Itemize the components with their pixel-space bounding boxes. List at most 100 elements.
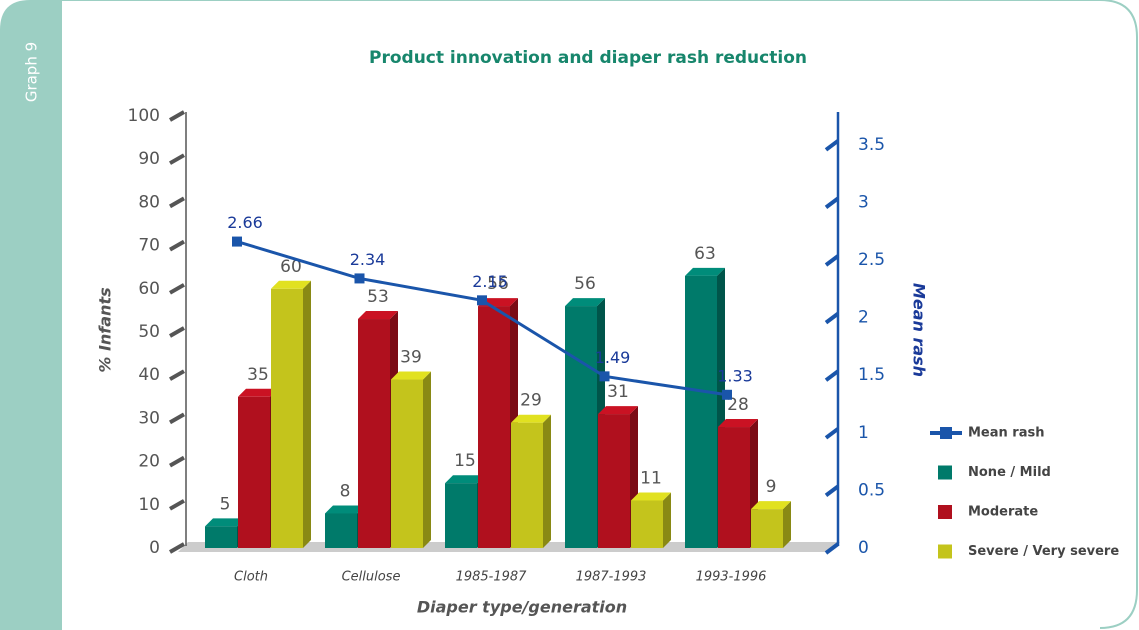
bar-side bbox=[303, 280, 311, 548]
bar-front bbox=[238, 396, 270, 548]
y2-tick-label: 2 bbox=[858, 308, 869, 328]
y-tick-label: 100 bbox=[128, 106, 160, 126]
bar-value-label: 60 bbox=[280, 257, 302, 277]
bar-value-label: 53 bbox=[367, 287, 389, 307]
y-tick-label: 10 bbox=[138, 495, 160, 515]
bar-top bbox=[685, 267, 725, 276]
bar-top bbox=[271, 280, 311, 289]
x-axis-title: Diaper type/generation bbox=[417, 598, 627, 617]
line-value-label: 2.34 bbox=[350, 250, 386, 269]
bar-top bbox=[631, 492, 671, 501]
y-tick-label: 50 bbox=[138, 322, 160, 342]
bar-value-label: 5 bbox=[220, 494, 231, 514]
line-marker bbox=[722, 389, 732, 400]
bar-top bbox=[358, 311, 398, 320]
bar-top bbox=[598, 406, 638, 415]
bar-front bbox=[325, 513, 357, 548]
y-tick bbox=[169, 499, 185, 511]
bar-front bbox=[685, 275, 717, 548]
bar-front bbox=[718, 427, 750, 548]
y-tick-label: 70 bbox=[138, 236, 160, 256]
bar-value-label: 8 bbox=[340, 481, 351, 501]
bar-value-label: 15 bbox=[454, 451, 476, 471]
y2-tick bbox=[824, 369, 840, 382]
y2-tick-label: 3.5 bbox=[858, 135, 885, 155]
y2-tick-label: 3 bbox=[858, 192, 869, 212]
y-tick-label: 80 bbox=[138, 192, 160, 212]
y2-tick-label: 1 bbox=[858, 423, 869, 443]
line-marker bbox=[232, 236, 242, 247]
legend-label: Moderate bbox=[968, 505, 1038, 520]
bar-value-label: 39 bbox=[400, 348, 422, 368]
bar bbox=[718, 419, 758, 548]
y2-tick bbox=[824, 254, 840, 267]
line-marker bbox=[477, 295, 487, 306]
y-tick bbox=[169, 455, 185, 468]
y2-tick-label: 2.5 bbox=[858, 250, 885, 270]
y-tick bbox=[169, 326, 185, 338]
legend-marker bbox=[940, 427, 952, 439]
y-tick-label: 0 bbox=[149, 538, 160, 558]
bar bbox=[391, 371, 431, 548]
bar-value-label: 9 bbox=[766, 477, 777, 497]
sidebar-label: Graph 9 bbox=[23, 42, 41, 102]
y-tick-label: 40 bbox=[138, 365, 160, 385]
y2-tick bbox=[824, 312, 840, 325]
bar-top bbox=[718, 419, 758, 428]
y-axis-title: % Infants bbox=[96, 287, 115, 372]
y-tick bbox=[169, 196, 185, 209]
bar-top bbox=[325, 505, 365, 514]
bar-top bbox=[565, 298, 605, 307]
y-tick-label: 90 bbox=[138, 149, 160, 169]
chart-title: Product innovation and diaper rash reduc… bbox=[369, 48, 807, 68]
bar-front bbox=[565, 306, 597, 548]
bar-front bbox=[478, 306, 510, 548]
line-marker bbox=[354, 273, 365, 284]
line-marker bbox=[599, 371, 610, 382]
y-tick bbox=[169, 412, 185, 425]
legend-label: Severe / Very severe bbox=[968, 544, 1119, 559]
bar-top bbox=[511, 414, 551, 423]
bar-top bbox=[391, 371, 431, 380]
bar-front bbox=[511, 422, 543, 548]
y-tick bbox=[169, 283, 185, 295]
bar-value-label: 56 bbox=[487, 274, 509, 294]
bar-top bbox=[238, 388, 278, 397]
bar-side bbox=[663, 492, 671, 548]
legend-swatch bbox=[938, 544, 952, 559]
bar bbox=[271, 280, 311, 548]
line-value-label: 1.49 bbox=[595, 348, 631, 367]
y2-tick bbox=[824, 139, 840, 152]
line-value-label: 2.66 bbox=[227, 213, 263, 232]
y2-tick-label: 1.5 bbox=[858, 365, 885, 385]
y2-tick-label: 0.5 bbox=[858, 480, 885, 500]
y-tick bbox=[169, 153, 185, 165]
bar-front bbox=[205, 526, 237, 548]
x-tick-label: 1985-1987 bbox=[456, 570, 528, 585]
bar-top bbox=[751, 501, 791, 510]
y-tick bbox=[169, 239, 185, 252]
y-tick bbox=[169, 369, 185, 381]
y-tick bbox=[169, 542, 185, 554]
y2-tick bbox=[824, 427, 840, 440]
x-tick-label: 1987-1993 bbox=[576, 570, 647, 585]
y-tick-label: 30 bbox=[138, 408, 160, 428]
bar bbox=[631, 492, 671, 548]
bar-top bbox=[205, 518, 245, 527]
y-tick-label: 60 bbox=[138, 279, 160, 299]
panel-border bbox=[62, 0, 1138, 629]
bar-value-label: 63 bbox=[694, 244, 716, 264]
bar-front bbox=[358, 319, 390, 548]
legend-swatch bbox=[938, 465, 952, 480]
y2-axis-title: Mean rash bbox=[910, 283, 929, 377]
line-value-label: 1.33 bbox=[717, 366, 753, 385]
bar-value-label: 28 bbox=[727, 395, 749, 415]
bar-side bbox=[423, 371, 431, 548]
y-tick-label: 20 bbox=[138, 452, 160, 472]
bar-value-label: 35 bbox=[247, 365, 269, 385]
bar-front bbox=[271, 288, 303, 548]
bar-value-label: 11 bbox=[640, 468, 662, 488]
legend-label: None / Mild bbox=[968, 465, 1051, 480]
y2-tick bbox=[824, 542, 840, 555]
